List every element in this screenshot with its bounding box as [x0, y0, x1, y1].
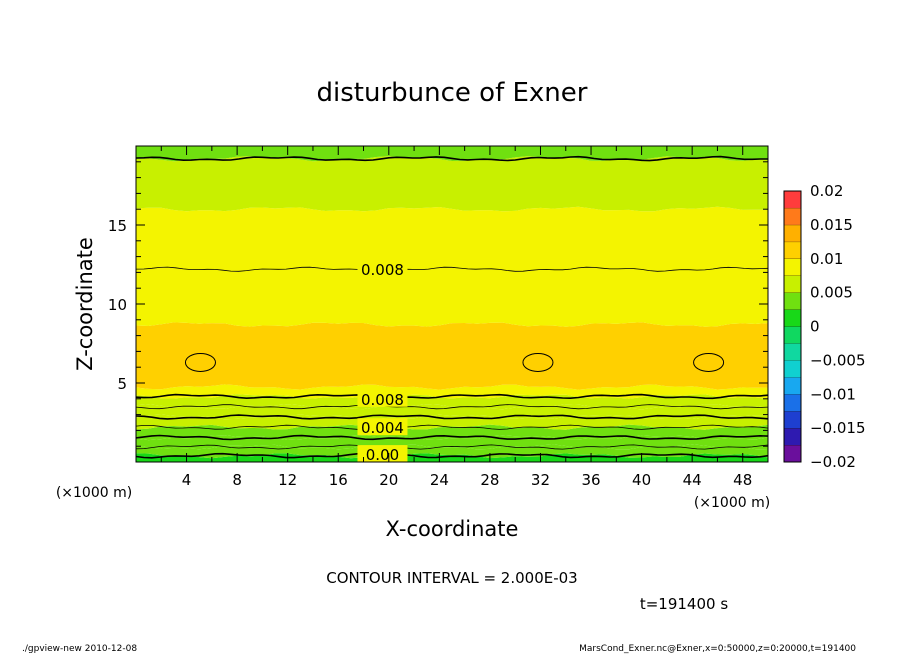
colorbar-segment	[784, 360, 801, 378]
colorbar-tick-label: 0.02	[810, 182, 843, 200]
contour-label: 0.00	[366, 446, 399, 464]
colorbar-tick-label: −0.015	[810, 419, 866, 437]
contour-lines	[135, 155, 769, 459]
contour-label: 0.008	[361, 391, 404, 409]
x-axis-title: X-coordinate	[386, 517, 519, 541]
footer-right: MarsCond_Exner.nc@Exner,x=0:50000,z=0:20…	[579, 644, 856, 654]
x-tick-label: 44	[683, 471, 702, 489]
contour-line	[135, 434, 769, 441]
time-stamp: t=191400 s	[640, 595, 728, 613]
contour-cell	[693, 352, 725, 372]
colorbar-tick-label: −0.005	[810, 351, 866, 369]
colorbar-segment	[784, 343, 801, 361]
contour-line	[135, 404, 769, 410]
contour-band	[136, 435, 768, 450]
x-tick-label: 24	[430, 471, 449, 489]
plot-area	[136, 146, 768, 462]
contour-line	[135, 444, 769, 450]
colorbar-tick-label: −0.01	[810, 385, 856, 403]
colorbar-segment	[784, 241, 801, 259]
y-tick-labels: 5 10 15	[108, 217, 127, 393]
colorbar-tick-label: 0.01	[810, 250, 843, 268]
axis-ticks	[136, 146, 768, 462]
contour-label-bg	[357, 389, 408, 407]
colorbar-segment	[784, 275, 801, 293]
contour-line	[135, 155, 768, 162]
contour-band	[136, 322, 768, 390]
contour-line	[135, 414, 769, 420]
colorbar-segment	[784, 377, 801, 395]
colorbar-segment	[784, 394, 801, 412]
colorbar-segment	[784, 258, 801, 276]
contour-cell	[522, 352, 554, 372]
contour-band	[136, 266, 768, 327]
x-tick-label: 40	[632, 471, 651, 489]
x-tick-label: 48	[733, 471, 752, 489]
colorbar-segment	[784, 428, 801, 446]
chart-title: disturbunce of Exner	[317, 78, 588, 108]
y-unit-label: (×1000 m)	[56, 485, 132, 501]
contour-label: 0.008	[361, 261, 404, 279]
x-unit-label: (×1000 m)	[694, 495, 770, 511]
y-tick-label: 15	[108, 217, 127, 235]
colorbar-segment	[784, 411, 801, 429]
x-tick-label: 36	[581, 471, 600, 489]
colorbar-tick-label: −0.02	[810, 453, 856, 471]
colorbar-tick-label: 0	[810, 318, 820, 336]
colorbar-segment	[784, 309, 801, 327]
y-tick-label: 10	[108, 296, 127, 314]
x-tick-label: 4	[182, 471, 192, 489]
contour-line	[135, 452, 769, 459]
contour-band	[136, 156, 768, 212]
contour-label: 0.004	[361, 419, 404, 437]
contour-interval-note: CONTOUR INTERVAL = 2.000E-03	[326, 569, 577, 587]
colorbar-tick-label: 0.005	[810, 284, 853, 302]
colorbar-frame	[783, 190, 802, 463]
colorbar-segment	[784, 191, 801, 208]
colorbar-segment	[784, 445, 801, 462]
y-axis-title: Z-coordinate	[73, 237, 97, 371]
contour-label-bg	[357, 418, 408, 436]
colorbar-segment	[784, 224, 801, 242]
x-tick-label: 28	[480, 471, 499, 489]
x-tick-label: 20	[379, 471, 398, 489]
contour-band	[136, 404, 768, 420]
contour-label-bg	[357, 445, 408, 463]
contour-band	[136, 453, 768, 462]
colorbar	[783, 190, 802, 463]
contour-line	[135, 393, 769, 400]
contour-label-bg	[357, 260, 408, 278]
contour-band	[136, 206, 768, 272]
contour-line	[135, 266, 769, 272]
x-tick-label: 12	[278, 471, 297, 489]
x-tick-label: 16	[329, 471, 348, 489]
colorbar-segment	[784, 326, 801, 344]
colorbar-tick-labels: 0.02 0.015 0.01 0.005 0 −0.005 −0.01 −0.015 −0.0…	[810, 182, 866, 471]
y-tick-label: 5	[117, 375, 127, 393]
colorbar-segment	[784, 292, 801, 310]
footer-left: ./gpview-new 2010-12-08	[22, 644, 137, 654]
colorbar-tick-label: 0.015	[810, 216, 853, 234]
x-tick-label: 32	[531, 471, 550, 489]
x-tick-label: 8	[232, 471, 242, 489]
x-tick-labels: 4 8 12 16 20 24 28 32 36 40 44 48	[182, 471, 752, 489]
contour-line	[135, 424, 769, 430]
contour-labels: 0.008 0.008 0.004 0.00	[357, 260, 408, 464]
colorbar-segment	[784, 207, 801, 225]
contour-cell	[184, 352, 216, 372]
